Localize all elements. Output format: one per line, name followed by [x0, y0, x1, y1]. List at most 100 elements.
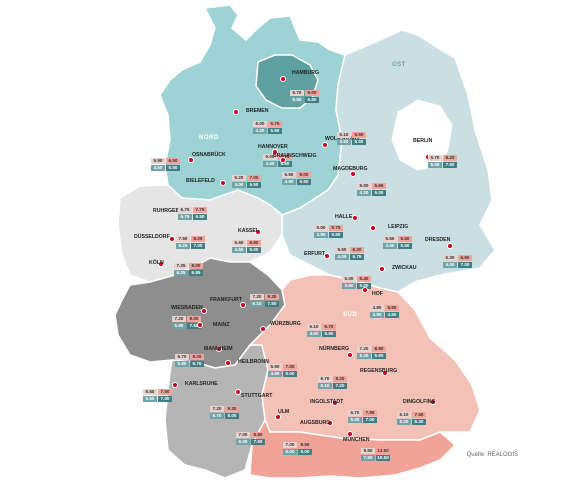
- rent-value: 8.00: [297, 172, 311, 178]
- city-name: HALLE: [335, 214, 353, 220]
- location-pin-icon: [327, 420, 333, 426]
- rent-value: 9.50: [361, 448, 375, 454]
- rent-value: 6.50: [398, 236, 412, 242]
- rent-value: 5.50: [290, 97, 304, 103]
- city-name: BRAUNSCHWEIG: [273, 153, 317, 159]
- city-name: AUGSBURG: [300, 420, 331, 426]
- rent-value: 4.50: [385, 312, 399, 318]
- rent-value: 7.50: [265, 301, 279, 307]
- city-name: BERLIN: [413, 138, 433, 144]
- region-west: [117, 184, 283, 283]
- source-note: Quelle: REALOGIS: [466, 452, 518, 458]
- rent-value: 8.20: [190, 354, 204, 360]
- rent-value: 6.70: [190, 361, 204, 367]
- location-pin-icon: [379, 266, 385, 272]
- rent-value: 13.50: [376, 448, 390, 454]
- rent-values: 5.60 6.80 4.50 5.00: [232, 240, 261, 253]
- location-pin-icon: [347, 352, 353, 358]
- rent-values: 5.00 5.40 3.60 5.00: [342, 276, 371, 289]
- rent-values: 5.50 6.20 4.00 5.75: [335, 247, 364, 260]
- rent-value: 5.90: [322, 331, 336, 337]
- rent-value: 7.50: [412, 412, 426, 418]
- rent-value: 6.10: [337, 132, 351, 138]
- rent-value: 5.90: [172, 323, 186, 329]
- rent-value: 8.20: [333, 376, 347, 382]
- location-pin-icon: [280, 76, 286, 82]
- rent-value: 5.70: [210, 413, 224, 419]
- rent-value: 6.50: [282, 172, 296, 178]
- rent-values: 6.50 8.00 4.90 5.50: [282, 172, 311, 185]
- rent-value: 5.00: [342, 276, 356, 282]
- rent-values: 5.00 5.75 3.90 5.50: [314, 225, 343, 238]
- rent-values: 4.80 5.60 3.90 4.50: [370, 305, 399, 318]
- rent-value: 6.50: [143, 389, 157, 395]
- rent-values: 5.90 6.50 4.50 5.50: [151, 158, 180, 171]
- city-name: DRESDEN: [425, 237, 451, 243]
- rent-value: 5.40: [357, 276, 371, 282]
- rent-values: 6.10 6.50 4.50 5.50: [337, 132, 366, 145]
- rent-values: 7.00 8.50 6.00 7.50: [236, 432, 265, 445]
- city-name: HANNOVER: [258, 144, 288, 150]
- rent-values: 6.70 8.20 5.80 6.70: [175, 354, 204, 367]
- rent-value: 6.25: [176, 243, 190, 249]
- rent-value: 3.90: [314, 232, 328, 238]
- rent-values: 6.70 7.95 5.60 7.00: [348, 410, 377, 423]
- rent-value: 6.00: [263, 154, 277, 160]
- rent-value: 5.00: [357, 283, 371, 289]
- city-name: REGENSBURG: [360, 368, 398, 374]
- rent-values: 5.00 5.65 4.20 5.00: [357, 183, 386, 196]
- rent-value: 6.85: [189, 270, 203, 276]
- rent-value: 5.60: [348, 417, 362, 423]
- rent-value: 5.50: [166, 165, 180, 171]
- city-name: RUHRGEBIET: [153, 208, 188, 214]
- rent-value: 5.70: [428, 155, 442, 161]
- rent-value: 4.50: [151, 165, 165, 171]
- rent-value: 4.20: [357, 190, 371, 196]
- rent-value: 8.25: [191, 236, 205, 242]
- rent-value: 6.00: [253, 121, 267, 127]
- location-pin-icon: [172, 382, 178, 388]
- rent-value: 5.90: [268, 364, 282, 370]
- rent-value: 6.50: [193, 214, 207, 220]
- location-pin-icon: [347, 431, 353, 437]
- rent-value: 7.50: [361, 455, 375, 461]
- city-name: ZWICKAU: [392, 265, 417, 271]
- rent-value: 7.20: [210, 406, 224, 412]
- rent-values: 6.10 6.70 4.50 5.90: [307, 324, 336, 337]
- rent-value: 6.70: [318, 376, 332, 382]
- city-name: FRANKFURT: [210, 297, 242, 303]
- rent-value: 6.10: [318, 383, 332, 389]
- city-name: BIELEFELD: [186, 178, 215, 184]
- rent-value: 5.00: [247, 247, 261, 253]
- city-name: KÖLN: [149, 260, 164, 266]
- rent-value: 6.20: [232, 175, 246, 181]
- rent-value: 8.50: [251, 432, 265, 438]
- rent-value: 6.30: [443, 255, 457, 261]
- rent-values: 5.70 8.20 5.50 7.50: [428, 155, 457, 168]
- city-name: DÜSSELDORF: [134, 234, 170, 240]
- rent-values: 7.50 8.25 6.25 7.00: [176, 236, 205, 249]
- rent-value: 5.50: [329, 232, 343, 238]
- rent-value: 6.70: [175, 354, 189, 360]
- location-pin-icon: [201, 308, 207, 314]
- location-pin-icon: [370, 225, 376, 231]
- rent-value: 6.70: [290, 90, 304, 96]
- rent-value: 4.90: [282, 179, 296, 185]
- city-name: INGOLSTADT: [310, 399, 344, 405]
- rent-value: 5.50: [297, 179, 311, 185]
- city-name: ERFURT: [304, 251, 326, 257]
- rent-value: 4.00: [443, 262, 457, 268]
- rent-values: 6.30 6.60 4.00 7.00: [443, 255, 472, 268]
- location-pin-icon: [322, 142, 328, 148]
- rent-value: 5.50: [268, 128, 282, 134]
- city-name: ULM: [278, 409, 290, 415]
- rent-value: 6.20: [350, 247, 364, 253]
- rent-value: 6.10: [397, 412, 411, 418]
- rent-value: 6.60: [458, 255, 472, 261]
- rent-value: 4.50: [337, 139, 351, 145]
- rent-value: 7.00: [458, 262, 472, 268]
- city-name: WÜRZBURG: [270, 321, 301, 327]
- location-pin-icon: [233, 109, 239, 115]
- rent-value: 7.20: [250, 294, 264, 300]
